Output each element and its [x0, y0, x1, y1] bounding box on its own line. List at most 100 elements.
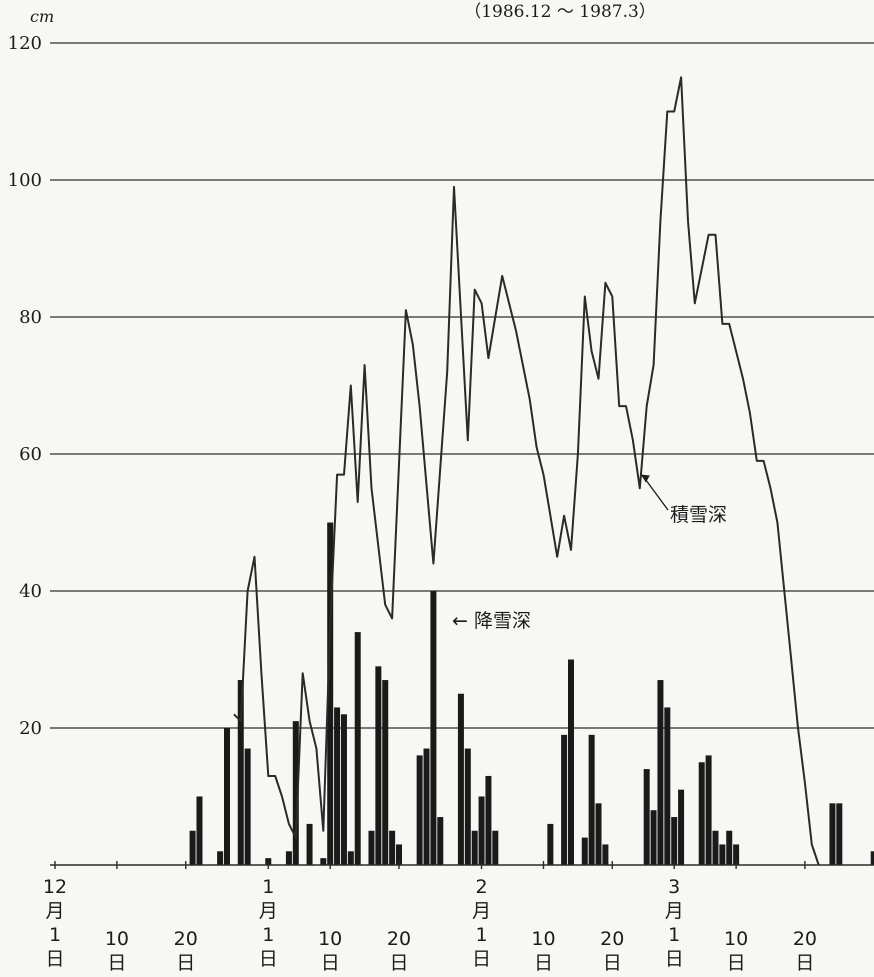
snowfall-bar	[712, 830, 719, 865]
snowfall-bar	[471, 830, 478, 865]
x-tick-label: 日	[107, 952, 126, 974]
snowfall-bar	[306, 823, 313, 865]
snowfall-bar	[726, 830, 733, 865]
x-tick-label: 12	[43, 876, 67, 898]
snowfall-bar	[733, 844, 740, 865]
snowfall-bar	[457, 693, 464, 865]
x-tick-label: 月	[665, 900, 684, 922]
x-tick-label: 1	[476, 924, 488, 946]
x-tick-label: 3	[668, 876, 680, 898]
snowfall-bar	[285, 851, 292, 865]
snowfall-bar	[396, 844, 402, 865]
y-tick-label: 20	[19, 718, 42, 739]
chart-title: （1986.12 ～ 1987.3）	[464, 2, 656, 22]
snowfall-bar	[719, 844, 726, 865]
x-tick-label: 10	[724, 928, 748, 950]
x-tick-label: 1	[262, 924, 274, 946]
snow-depth-arrowhead	[640, 474, 650, 483]
snowfall-bar	[595, 803, 602, 865]
x-tick-label: 2	[476, 876, 488, 898]
snowfall-bar	[478, 796, 485, 865]
y-tick-labels: 20 40 60 80 100 120	[8, 33, 42, 739]
snowfall-bar	[354, 632, 361, 865]
snowfall-bar	[389, 830, 396, 865]
x-tick-label: 月	[45, 900, 64, 922]
x-tick-label: 日	[665, 948, 684, 970]
snowfall-bar	[602, 844, 609, 865]
snowfall-bar	[464, 748, 471, 865]
snowfall-label: ← 降雪深	[452, 610, 531, 632]
x-tick-label: 月	[472, 900, 491, 922]
snowfall-bar	[678, 789, 685, 865]
snowfall-bar	[196, 796, 203, 865]
snowfall-bar	[705, 755, 712, 865]
x-tick-label: 20	[174, 928, 198, 950]
x-tick-label: 日	[321, 952, 340, 974]
snowfall-bar	[437, 817, 444, 865]
x-tick-label: 10	[105, 928, 129, 950]
y-tick-label: 120	[8, 33, 42, 54]
x-tick-label: 月	[259, 900, 278, 922]
snowfall-bar	[657, 680, 664, 865]
snowfall-bar	[320, 858, 327, 865]
y-axis-unit: cm	[30, 7, 54, 26]
snowfall-bar	[671, 817, 678, 865]
snow-depth-line	[233, 76, 820, 866]
x-tick-label: 日	[727, 952, 746, 974]
x-tick-label: 1	[49, 924, 61, 946]
x-tick-label: 10	[318, 928, 342, 950]
snowfall-bar	[334, 707, 341, 865]
snowfall-bar	[588, 734, 595, 865]
snowfall-bar	[292, 721, 299, 865]
snowfall-bar	[244, 748, 251, 865]
snowfall-bar	[224, 728, 230, 865]
snowfall-bar	[416, 755, 423, 865]
annotations: 積雪深 ← 降雪深	[452, 474, 727, 632]
snowfall-bar	[650, 810, 657, 865]
x-tick-label: 1	[668, 924, 680, 946]
y-tick-label: 60	[19, 444, 42, 465]
x-tick-label: 日	[795, 952, 814, 974]
snowfall-bar	[643, 769, 650, 865]
x-tick-label: 日	[259, 948, 278, 970]
snow-depth-label: 積雪深	[670, 504, 727, 526]
snowfall-bar	[698, 762, 705, 865]
x-tick-label: 10	[531, 928, 555, 950]
x-tick-label: 20	[600, 928, 624, 950]
snowfall-bar	[492, 830, 499, 865]
snow-depth-arrow-line	[644, 478, 669, 511]
snowfall-bar	[347, 851, 354, 865]
x-tick-label: 日	[45, 948, 64, 970]
snowfall-bar	[829, 803, 836, 865]
x-tick-label: 日	[472, 948, 491, 970]
snowfall-bar	[327, 522, 334, 865]
x-tick-label: 日	[176, 952, 195, 974]
snowfall-bar	[664, 707, 671, 865]
y-tick-label: 40	[19, 581, 42, 602]
x-tick-label: 1	[262, 876, 274, 898]
x-tick-label: 日	[534, 952, 553, 974]
snowfall-bars	[189, 522, 874, 865]
x-tick-label: 日	[603, 952, 622, 974]
snowfall-bar	[368, 830, 375, 865]
snowfall-bar	[217, 851, 224, 865]
y-tick-label: 100	[8, 170, 42, 191]
x-tick-label: 20	[793, 928, 817, 950]
snowfall-bar	[237, 680, 244, 865]
grid-lines	[50, 42, 874, 729]
snowfall-bar	[485, 775, 492, 865]
snowfall-bar	[340, 714, 347, 865]
snow-depth-line-series	[233, 76, 820, 866]
snowfall-bar	[423, 748, 430, 865]
snowfall-bar	[547, 823, 554, 865]
snowfall-bar	[189, 830, 196, 865]
snowfall-bar	[561, 734, 568, 865]
snowfall-bar	[382, 680, 389, 865]
snowfall-bar	[568, 659, 574, 865]
snowfall-bar	[430, 591, 437, 865]
snowfall-bar	[375, 666, 382, 865]
snowfall-bar	[581, 837, 588, 865]
snowfall-bar	[870, 851, 874, 865]
y-tick-label: 80	[19, 307, 42, 328]
